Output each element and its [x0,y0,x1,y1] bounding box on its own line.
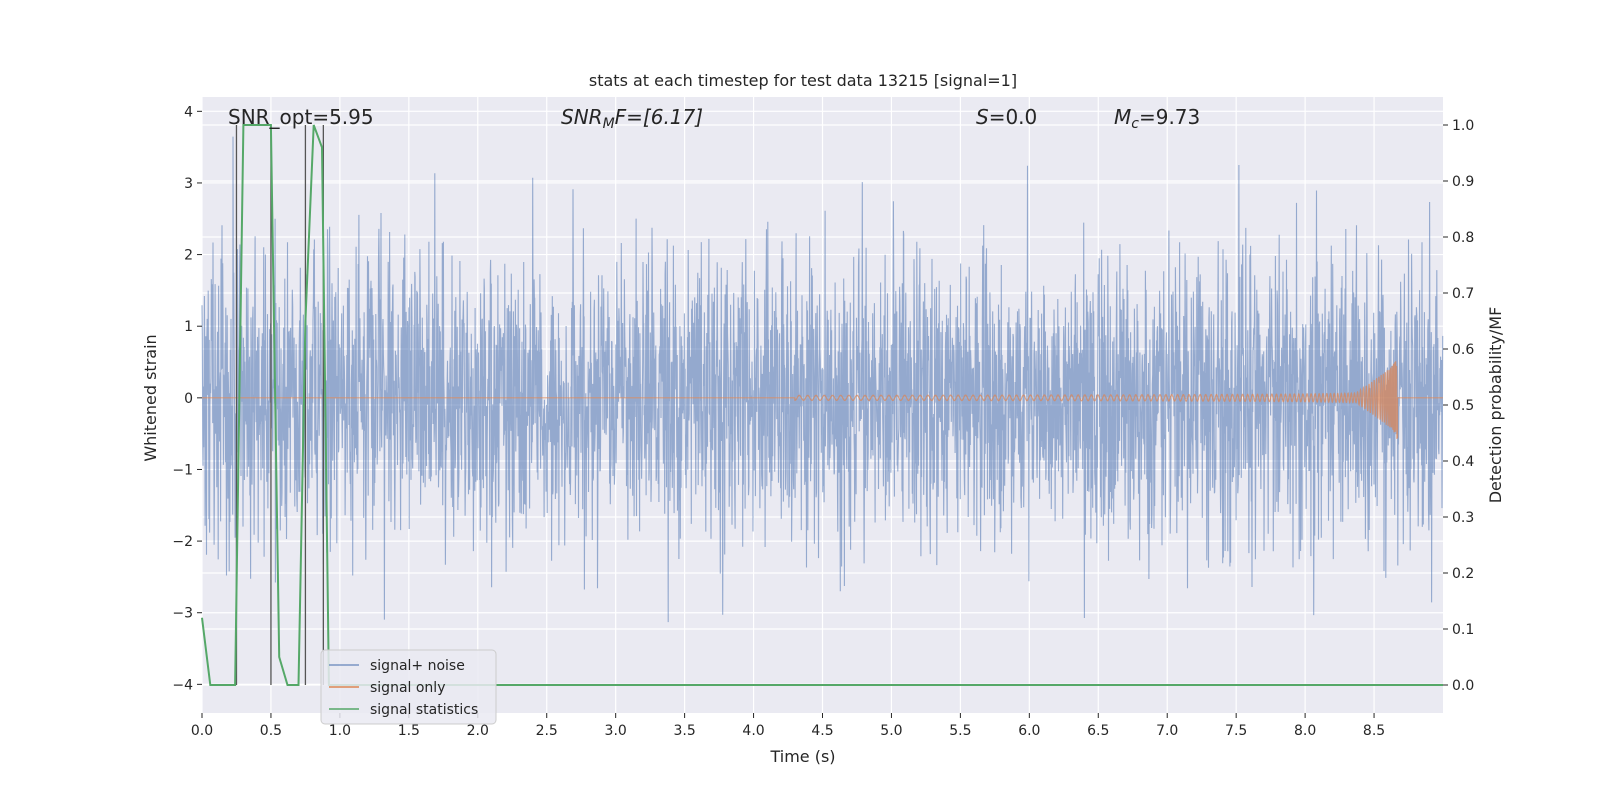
y-tick-label-right: 0.9 [1452,174,1474,190]
y-tick-label-left: 4 [184,104,193,120]
x-tick-label: 3.0 [605,723,627,739]
x-tick-label: 0.0 [191,723,213,739]
annotation-snr-opt: SNR_opt=5.95 [228,105,374,129]
x-tick-label: 0.5 [260,723,282,739]
y-tick-label-right: 0.8 [1452,230,1474,246]
x-axis-label: Time (s) [769,747,835,766]
y-tick-label-right: 0.5 [1452,398,1474,414]
signal-noise-line [201,136,1444,623]
y-axis-label-right: Detection probability/MF [1486,307,1505,504]
x-tick-label: 8.5 [1363,723,1385,739]
legend: signal+ noise signal only signal statist… [320,649,497,725]
y-tick-label-left: 1 [184,319,193,335]
x-tick-label: 5.0 [880,723,902,739]
x-tick-label: 6.0 [1018,723,1040,739]
y-tick-label-right: 0.3 [1452,510,1474,526]
legend-box [320,649,497,725]
series-signal-only [202,361,1443,439]
x-tick-label: 3.5 [673,723,695,739]
y-tick-label-right: 1.0 [1452,118,1474,134]
series-signal-noise [201,136,1444,623]
y-axis-label-left: Whitened strain [141,334,160,461]
axis-ticks: 0.0 0.5 1.0 1.5 2.0 2.5 3.0 3.5 4.0 4.5 5.0 5.5 6.0 6… [172,104,1474,739]
y-tick-label-right: 0.0 [1452,678,1474,694]
annotation-s: S=0.0 [976,105,1037,129]
vertical-markers [235,125,324,685]
y-tick-label-right: 0.6 [1452,342,1474,358]
chart-title: stats at each timestep for test data 132… [589,71,1017,90]
legend-entry-signal-statistics: signal statistics [370,702,478,718]
x-tick-label: 8.0 [1294,723,1316,739]
y-tick-label-left: −2 [172,534,193,550]
x-tick-label: 1.5 [398,723,420,739]
y-tick-label-left: 3 [184,176,193,192]
x-tick-label: 4.0 [742,723,764,739]
signal-statistics-line [201,124,1443,686]
y-tick-label-left: −3 [172,606,193,622]
y-tick-label-right: 0.2 [1452,566,1474,582]
y-tick-label-right: 0.1 [1452,622,1474,638]
x-tick-label: 5.5 [949,723,971,739]
annotation-snr-mf: SNRMF=[6.17] [561,105,703,132]
signal-only-line [202,361,1443,439]
series-signal-statistics [201,124,1443,686]
x-tick-label: 2.0 [467,723,489,739]
y-tick-label-left: 2 [184,248,193,264]
x-tick-label: 7.5 [1225,723,1247,739]
x-tick-label: 1.0 [329,723,351,739]
y-tick-label-left: 0 [184,391,193,407]
y-tick-label-left: −1 [172,462,193,478]
x-tick-label: 2.5 [536,723,558,739]
x-tick-label: 7.0 [1156,723,1178,739]
y-tick-label-right: 0.4 [1452,454,1474,470]
x-tick-label: 6.5 [1087,723,1109,739]
y-tick-label-left: −4 [172,677,193,693]
y-tick-label-right: 0.7 [1452,286,1474,302]
legend-entry-signal-noise: signal+ noise [370,658,465,674]
x-tick-label: 4.5 [811,723,833,739]
annotation-mc: Mc=9.73 [1114,105,1200,132]
legend-entry-signal-only: signal only [370,680,445,696]
